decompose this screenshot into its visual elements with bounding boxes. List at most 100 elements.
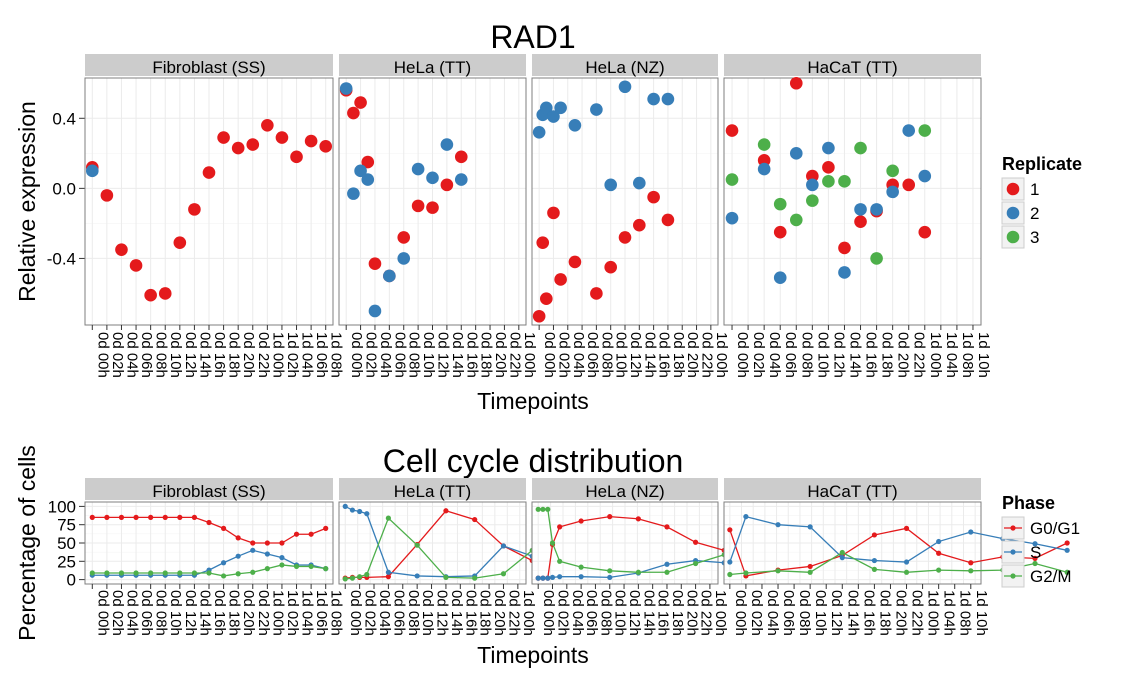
data-point <box>104 514 110 520</box>
x-tick-label: 0d 10h <box>814 332 831 378</box>
y-tick-label: 100 <box>48 497 76 516</box>
data-point <box>807 563 813 570</box>
data-point <box>540 101 553 115</box>
data-point <box>235 571 241 577</box>
data-point <box>235 535 241 541</box>
data-point <box>104 570 110 576</box>
data-point <box>578 574 584 580</box>
data-point <box>618 231 632 244</box>
panel-border <box>531 501 719 585</box>
legend-label: G0/G1 <box>1030 519 1080 538</box>
x-tick-label: 0d 04h <box>570 332 587 378</box>
x-tick-label: 0d 08h <box>153 590 170 636</box>
data-point <box>535 575 541 581</box>
data-point <box>206 570 212 576</box>
data-point <box>231 141 245 155</box>
data-point <box>838 266 851 279</box>
x-tick-label: 0d 08h <box>598 332 615 378</box>
data-point <box>118 570 125 576</box>
data-point <box>532 126 546 139</box>
x-tick-label: 0d 04h <box>766 332 783 378</box>
x-tick-label: 0d 02h <box>555 332 572 378</box>
data-point <box>839 555 845 561</box>
data-point <box>618 80 632 94</box>
x-tick-label: 0d 06h <box>584 332 601 378</box>
y-tick-label: 50 <box>57 534 76 553</box>
data-point <box>443 508 449 514</box>
data-point <box>757 138 771 151</box>
x-tick-label: 0d 10h <box>419 590 436 636</box>
x-tick-label: 0d 00h <box>348 332 365 378</box>
panel-border <box>723 501 982 585</box>
x-tick-label: 0d 02h <box>555 590 572 636</box>
x-tick-label: 0d 12h <box>830 332 847 378</box>
data-point <box>806 194 819 207</box>
data-point <box>1032 555 1038 561</box>
data-point <box>838 175 851 188</box>
y-tick-label: -0.4 <box>47 249 76 268</box>
data-point <box>454 150 468 164</box>
facet-panel: HaCaT (TT) 0d 00h 0d 02h 0d 04h 0d 06h 0d 08h… <box>723 54 992 378</box>
y-tick-label: 0.0 <box>52 179 76 198</box>
x-tick-label: 1d 00h <box>927 332 944 378</box>
data-point <box>822 161 835 174</box>
data-point <box>886 185 899 199</box>
data-point <box>557 558 563 564</box>
x-tick-label: 1d 00h <box>520 590 537 636</box>
data-point <box>342 576 348 582</box>
x-tick-label: 0d 16h <box>655 590 672 636</box>
data-point <box>604 260 617 274</box>
x-tick-label: 0d 00h <box>734 332 751 378</box>
x-tick-label: 0d 12h <box>434 590 451 636</box>
data-point <box>89 570 95 576</box>
x-tick-label: 0d 18h <box>670 332 687 378</box>
data-point <box>133 570 139 576</box>
x-tick-label: 0d 22h <box>698 590 715 636</box>
x-tick-label: 0d 04h <box>764 590 781 636</box>
x-tick-label: 0d 22h <box>911 332 928 378</box>
data-point <box>148 570 154 576</box>
data-point <box>661 92 675 106</box>
x-tick-label: 1d 10h <box>975 332 992 378</box>
data-point <box>568 118 582 132</box>
data-point <box>261 118 274 132</box>
legend: Phase G0/G1 S G2/M <box>1001 493 1080 588</box>
data-point <box>279 555 285 561</box>
x-tick-label: 0d 20h <box>895 332 912 378</box>
data-point <box>162 514 168 520</box>
data-point <box>870 203 883 216</box>
data-point <box>903 525 910 531</box>
x-tick-label: 0d 12h <box>182 332 199 378</box>
x-tick-label: 0d 04h <box>123 332 140 378</box>
x-tick-label: 0d 20h <box>240 332 257 378</box>
data-point <box>440 178 454 192</box>
data-point <box>354 164 367 178</box>
data-point <box>235 553 241 559</box>
data-point <box>1064 569 1070 575</box>
data-point <box>918 169 932 183</box>
data-point <box>191 514 198 520</box>
data-point <box>773 225 787 239</box>
facet-strip-label: Fibroblast (SS) <box>152 58 265 77</box>
legend-title: Replicate <box>1002 154 1082 174</box>
x-tick-label: 0d 00h <box>732 590 749 636</box>
facet-strip-label: HeLa (TT) <box>394 482 471 501</box>
data-point <box>1064 547 1070 553</box>
data-point <box>692 560 699 567</box>
data-point <box>545 575 551 581</box>
data-point <box>568 255 582 269</box>
y-tick-label: 0 <box>67 571 76 590</box>
x-tick-label: 0d 14h <box>844 590 861 636</box>
data-point <box>361 173 375 186</box>
x-tick-label: 1d 00h <box>521 332 538 378</box>
data-point <box>368 304 382 318</box>
x-tick-label: 0d 08h <box>798 332 815 378</box>
data-point <box>725 124 739 137</box>
data-point <box>454 173 468 186</box>
x-tick-label: 0d 00h <box>540 590 557 636</box>
data-point <box>918 124 932 137</box>
x-tick-label: 0d 08h <box>153 332 170 378</box>
